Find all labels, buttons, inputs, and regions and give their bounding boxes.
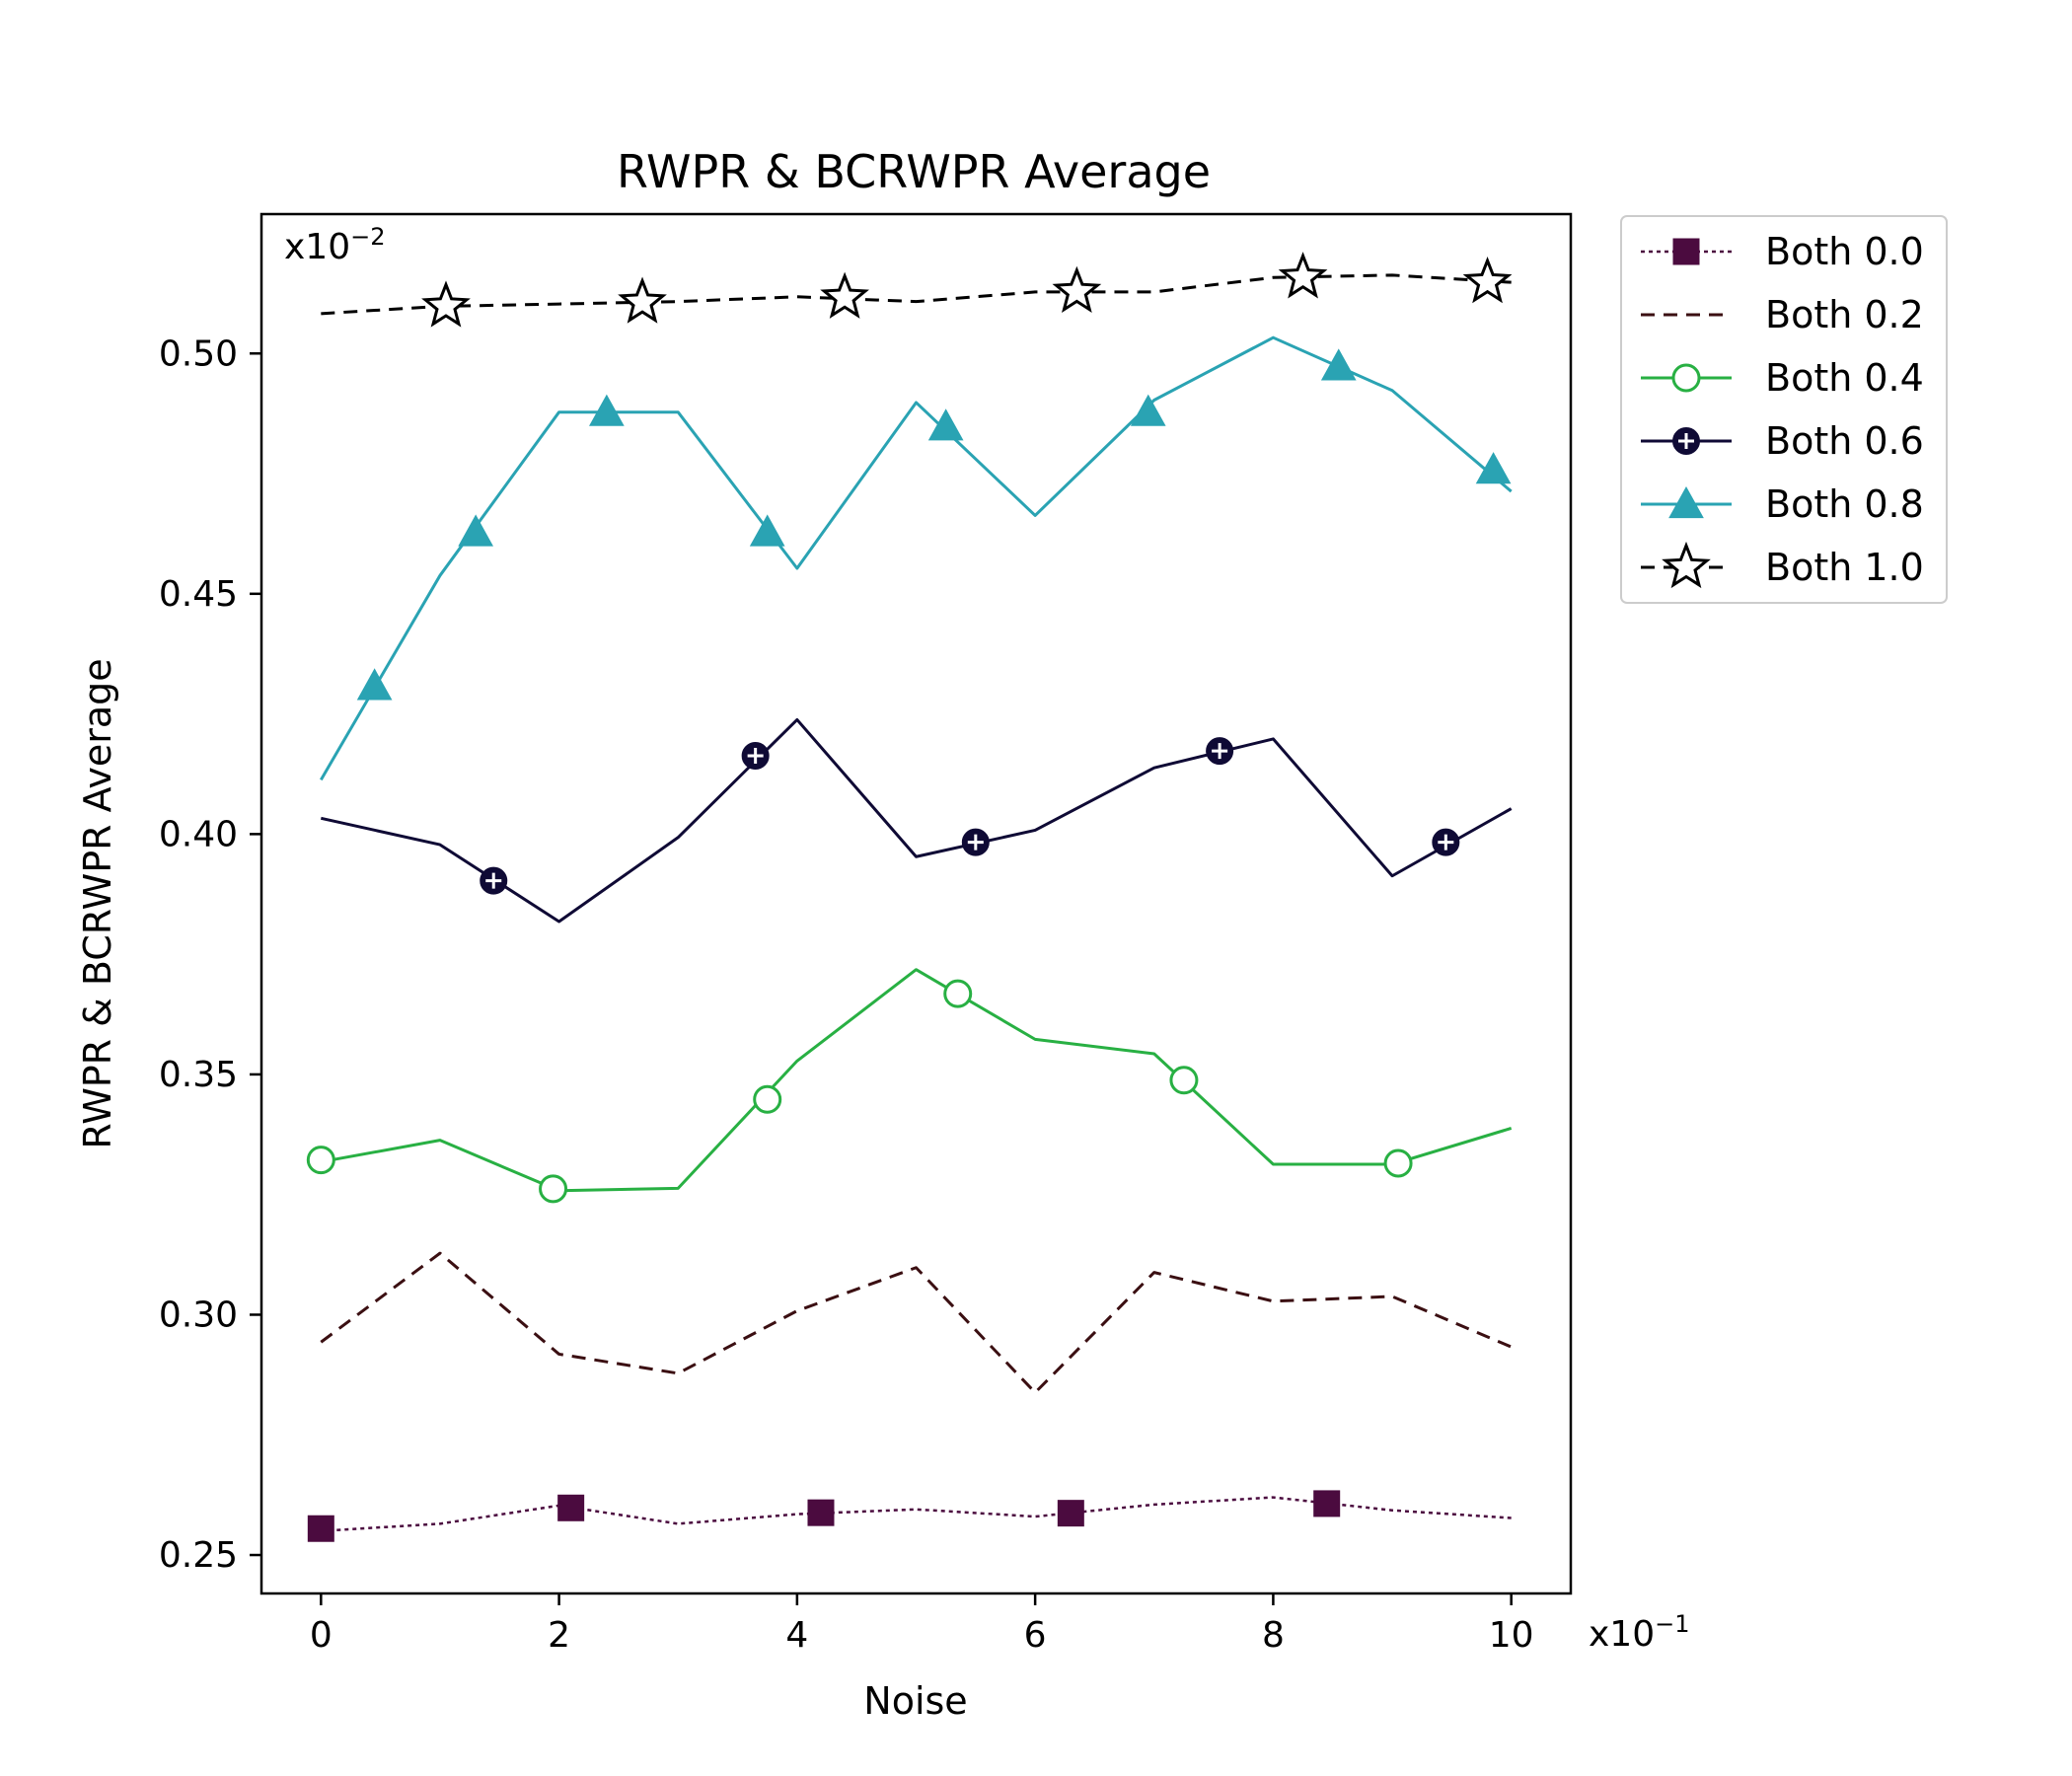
legend-item: Both 0.0 [1641, 230, 1924, 273]
series-marker-4 [1475, 452, 1512, 484]
legend-label: Both 0.4 [1765, 356, 1924, 400]
series-marker-5 [1278, 252, 1328, 299]
x-tick-label: 6 [1024, 1615, 1047, 1656]
series-line-1 [320, 1251, 1513, 1394]
y-tick-label: 0.40 [159, 814, 238, 854]
legend-frame [1620, 215, 1948, 604]
series-marker-4 [588, 394, 625, 426]
y-axis-multiplier: x10−2 [284, 223, 386, 267]
series-line-3 [320, 717, 1513, 924]
series-marker-5 [618, 276, 667, 324]
y-tick-label: 0.35 [159, 1055, 238, 1095]
series-marker-0 [557, 1494, 585, 1521]
series-marker-2 [1169, 1066, 1199, 1095]
series-marker-5 [820, 271, 869, 319]
legend-marker [1671, 363, 1701, 393]
x-tick-label: 8 [1262, 1615, 1285, 1656]
series-marker-3 [480, 866, 508, 895]
legend: Both 0.0 Both 0.2 Both 0.4 Both 0.6 Both 0.8… [1620, 215, 1948, 604]
legend-item: Both 0.2 [1641, 293, 1924, 336]
series-line-5 [321, 273, 1512, 316]
series-marker-2 [539, 1174, 568, 1204]
series-marker-5 [1462, 257, 1513, 304]
y-tick-label: 0.30 [159, 1295, 238, 1335]
series-line-0 [321, 1496, 1512, 1532]
series-marker-4 [927, 408, 964, 441]
series-marker-3 [1206, 737, 1234, 766]
legend-item: Both 0.6 [1641, 419, 1924, 463]
y-axis-label: RWPR & BCRWPR Average [76, 658, 119, 1148]
series-line-4 [320, 335, 1513, 781]
legend-item: Both 0.8 [1641, 482, 1924, 526]
series-marker-5 [421, 280, 471, 328]
series-marker-0 [1313, 1490, 1341, 1517]
x-axis-label: Noise [863, 1679, 967, 1723]
x-tick-label: 4 [785, 1615, 808, 1656]
legend-marker [1672, 427, 1700, 455]
series-marker-0 [807, 1499, 835, 1526]
series-marker-2 [306, 1146, 335, 1175]
series-marker-3 [961, 828, 990, 856]
legend-label: Both 1.0 [1765, 546, 1924, 589]
x-tick-label: 0 [310, 1615, 333, 1656]
series-marker-2 [943, 979, 973, 1008]
legend-label: Both 0.2 [1765, 293, 1924, 336]
legend-item: Both 0.4 [1641, 356, 1924, 400]
series-marker-2 [1383, 1148, 1413, 1178]
legend-item: Both 1.0 [1641, 541, 1924, 589]
series-marker-4 [356, 668, 393, 701]
series-marker-3 [741, 741, 770, 770]
series-marker-2 [753, 1084, 782, 1114]
x-tick-label: 2 [548, 1615, 570, 1656]
series-line-2 [321, 968, 1513, 1193]
legend-marker [1672, 238, 1700, 265]
series-marker-3 [1432, 828, 1460, 856]
legend-label: Both 0.6 [1765, 419, 1924, 463]
series-marker-4 [1320, 348, 1357, 381]
x-axis-multiplier: x10−1 [1589, 1610, 1690, 1655]
plot-frame [259, 212, 1573, 1595]
y-tick-label: 0.45 [159, 574, 238, 615]
y-tick-label: 0.50 [159, 333, 238, 374]
series-marker-0 [1057, 1500, 1084, 1527]
legend-label: Both 0.0 [1765, 230, 1924, 273]
legend-marker [1662, 541, 1711, 589]
series-marker-4 [458, 514, 493, 547]
y-tick-label: 0.25 [159, 1535, 238, 1576]
legend-label: Both 0.8 [1765, 482, 1924, 526]
series-marker-0 [307, 1515, 334, 1542]
series-marker-4 [1130, 394, 1166, 426]
series-marker-4 [749, 514, 785, 547]
chart-title: RWPR & BCRWPR Average [617, 145, 1211, 198]
legend-marker [1668, 485, 1704, 519]
series-marker-5 [1052, 265, 1102, 314]
x-tick-label: 10 [1489, 1615, 1534, 1656]
